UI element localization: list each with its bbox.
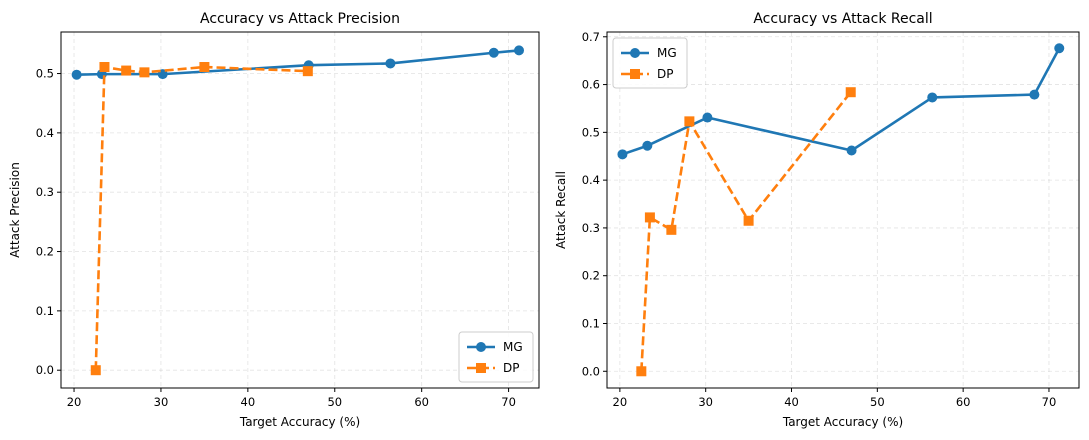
data-point-dp [121,65,132,76]
chart-accuracy-vs-attack-recall: 20 30 40 50 60 70 0.0 0.1 0.2 0.3 0.4 0.5 0.6 0.7 Accu… [554,11,1080,429]
y-axis-label: Attack Recall [554,171,568,249]
series-line-dp [94,65,308,371]
legend: MG DP [458,331,534,383]
x-axis-label: Target Accuracy (%) [239,415,360,429]
data-point-mg [488,47,499,58]
legend-marker-mg [630,48,640,58]
data-point-dp [743,215,754,226]
legend-marker-dp [630,69,640,79]
y-tick-label: 0.4 [582,173,600,187]
x-tick-label: 70 [501,395,516,409]
data-point-mg [1029,89,1040,100]
chart-accuracy-vs-attack-precision: 20 30 40 50 60 70 0.0 0.1 0.2 0.3 0.4 0.5 Accuracy v… [8,11,540,429]
x-tick-label: 50 [870,395,885,409]
legend-label-mg: MG [657,46,677,60]
y-tick-label: 0.3 [36,185,54,199]
y-axis-label: Attack Precision [8,162,22,258]
data-point-dp [139,67,150,78]
y-tick-label: 0.4 [36,126,54,140]
x-tick-label: 20 [613,395,628,409]
data-point-dp [845,87,856,98]
legend-label-dp: DP [657,67,673,81]
plot-area-frame [606,31,1080,389]
data-point-mg [617,149,628,160]
x-tick-label: 70 [1042,395,1057,409]
data-point-dp [636,366,647,377]
legend: MG DP [612,37,688,89]
data-point-dp [644,212,655,223]
y-tick-label: 0.1 [582,316,600,330]
data-point-dp [99,62,110,73]
x-axis-label: Target Accuracy (%) [782,415,903,429]
x-tick-label: 20 [67,395,82,409]
x-tick-label: 30 [154,395,169,409]
x-tick-label: 40 [784,395,799,409]
data-point-mg [71,69,82,80]
x-tick-label: 60 [956,395,971,409]
chart-title: Accuracy vs Attack Recall [753,11,932,27]
data-point-mg [846,145,857,156]
y-tick-label: 0.5 [36,67,54,81]
legend-label-mg: MG [503,340,523,354]
y-tick-label: 0.0 [36,363,54,377]
legend-label-dp: DP [503,361,519,375]
y-tick-label: 0.7 [582,30,600,44]
legend-marker-mg [476,342,486,352]
data-point-dp [684,116,695,127]
x-tick-label: 60 [414,395,429,409]
y-tick-label: 0.2 [582,269,600,283]
data-point-mg [1054,43,1065,54]
y-tick-label: 0.3 [582,221,600,235]
data-point-dp [302,66,313,77]
y-tick-label: 0.1 [36,304,54,318]
data-point-mg [702,112,713,123]
x-tick-label: 40 [241,395,256,409]
legend-marker-dp [476,363,486,373]
plot-area-frame [60,31,540,389]
y-tick-label: 0.5 [582,125,600,139]
y-tick-label: 0.0 [582,364,600,378]
x-tick-label: 50 [327,395,342,409]
y-tick-label: 0.2 [36,245,54,259]
data-point-mg [385,58,396,69]
chart-title: Accuracy vs Attack Precision [200,11,400,27]
x-tick-label: 30 [698,395,713,409]
data-point-dp [90,365,101,376]
data-point-mg [514,45,525,56]
data-point-dp [666,224,677,235]
data-point-mg [927,92,938,103]
y-tick-label: 0.6 [582,78,600,92]
data-point-mg [642,140,653,151]
series-line-mg [622,47,1061,156]
series-line-dp [640,91,852,372]
data-point-dp [199,62,210,73]
